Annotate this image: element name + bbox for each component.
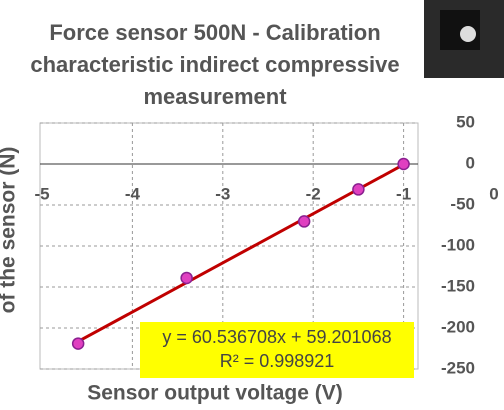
chart-title: characteristic indirect compressive <box>30 52 399 77</box>
y-tick-label: -250 <box>441 358 475 377</box>
annotation: R² = 0.998921 <box>220 351 335 371</box>
data-point <box>297 215 311 228</box>
chart-title: Force sensor 500N - Calibration <box>49 20 380 45</box>
y-tick-label: 0 <box>466 153 475 172</box>
y-tick-label: -100 <box>441 235 475 254</box>
annotation: y = 60.536708x + 59.201068 <box>162 327 391 347</box>
photo-detail <box>460 26 476 42</box>
y-tick-label: 50 <box>456 112 475 131</box>
data-point <box>397 157 410 171</box>
y-tick-label: -150 <box>441 276 475 295</box>
chart-title: measurement <box>143 84 287 109</box>
data-point <box>180 271 193 285</box>
x-tick-label: -5 <box>34 184 49 203</box>
y-tick-label: -50 <box>450 194 475 213</box>
x-axis-label: Sensor output voltage (V) <box>87 382 343 405</box>
x-tick-label: -2 <box>306 184 321 203</box>
annotation-box <box>140 322 414 378</box>
x-tick-label: -1 <box>396 184 411 203</box>
x-tick-label: -3 <box>215 184 230 203</box>
x-tick-label: 0 <box>489 184 498 203</box>
y-axis-label: of the sensor (N) <box>0 147 20 314</box>
x-tick-label: -4 <box>125 184 141 203</box>
data-point <box>71 337 85 350</box>
y-tick-label: -200 <box>441 317 475 336</box>
trendline <box>77 163 405 343</box>
data-point <box>352 183 365 196</box>
